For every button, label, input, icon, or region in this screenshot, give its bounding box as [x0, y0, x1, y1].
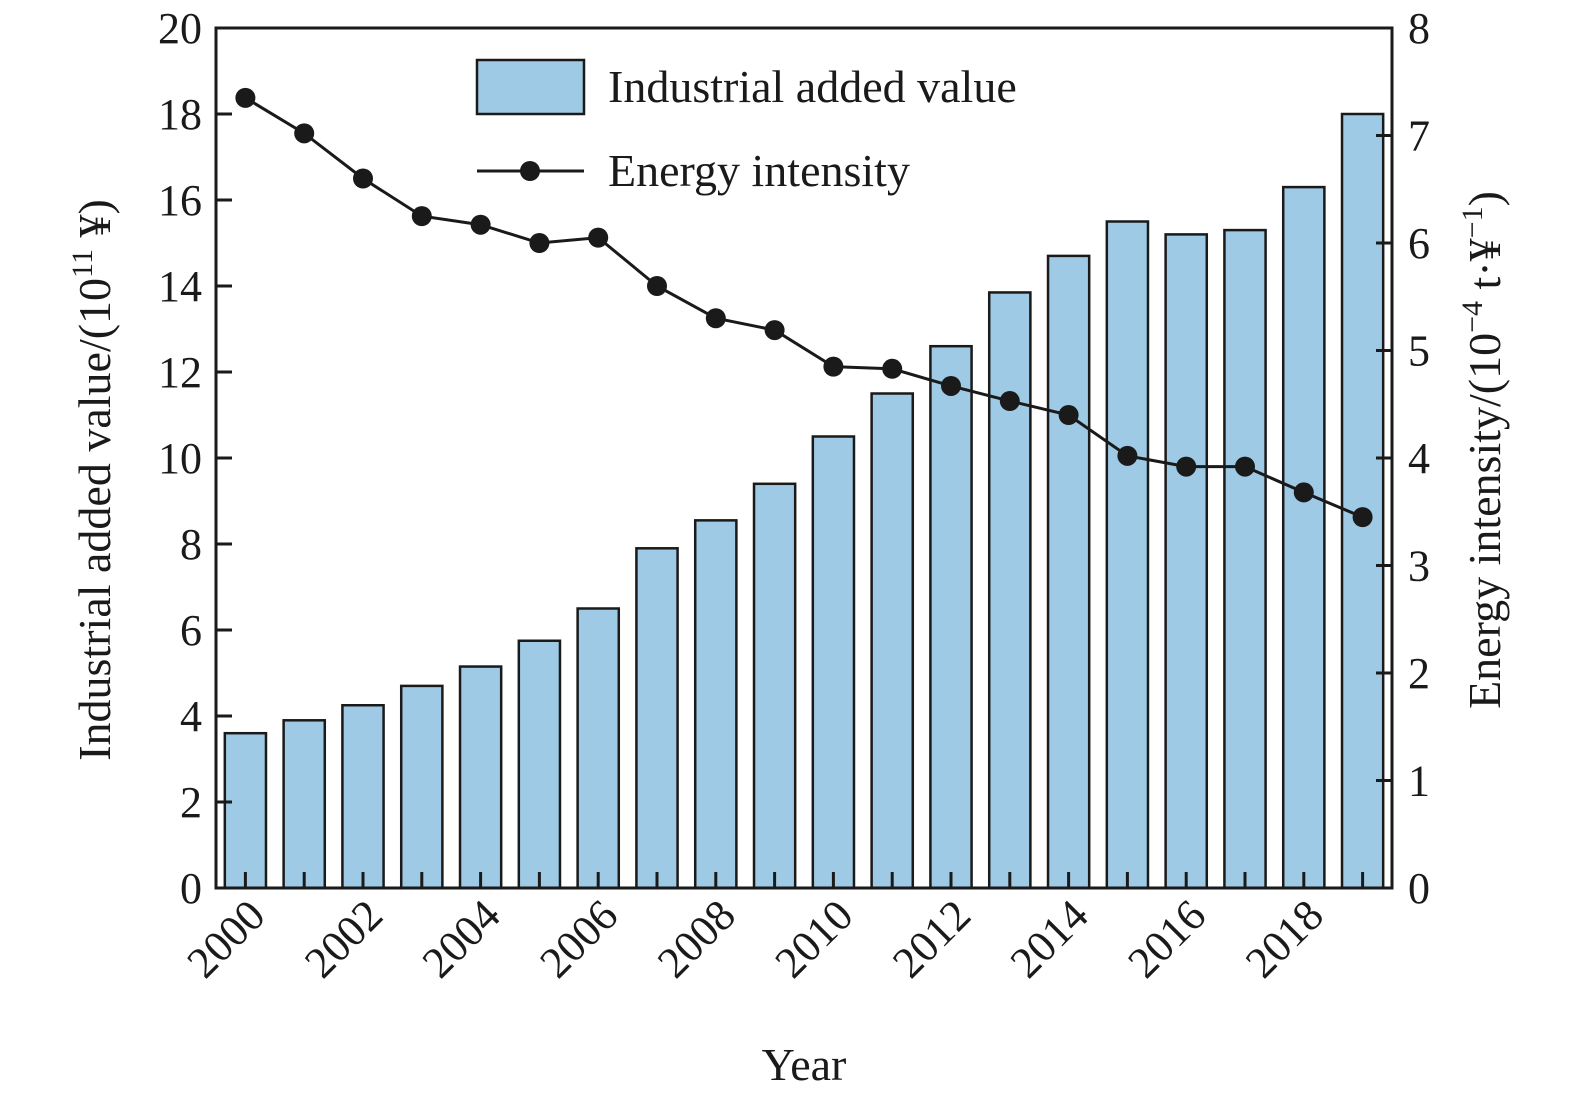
- bar-2014: [1046, 254, 1091, 890]
- bar-2009: [752, 482, 797, 890]
- left-tick-label: 6: [180, 606, 202, 655]
- left-axis: 0 2 4 6 8 10 12 14 16 18 20: [158, 4, 232, 913]
- left-tick-label: 16: [158, 176, 202, 225]
- point-2000: [235, 87, 256, 108]
- bar-2019: [1340, 112, 1385, 890]
- left-tick-label: 2: [180, 778, 202, 827]
- bar-2006: [576, 607, 621, 890]
- bar-2000: [223, 731, 268, 890]
- x-axis-title: Year: [762, 1039, 847, 1090]
- left-tick-label: 12: [158, 348, 202, 397]
- point-2012: [941, 375, 961, 396]
- bar-2002: [341, 704, 385, 890]
- point-2005: [529, 233, 550, 253]
- x-tick-label: 2018: [1236, 890, 1333, 987]
- point-2018: [1293, 482, 1314, 503]
- right-axis-title-exponent: −4: [1456, 301, 1489, 333]
- x-tick-label: 2014: [1001, 890, 1098, 987]
- bar-2007: [635, 547, 679, 890]
- left-tick-label: 0: [180, 864, 202, 913]
- point-2019: [1352, 507, 1373, 528]
- x-tick-label: 2012: [883, 890, 980, 987]
- point-2014: [1058, 405, 1079, 425]
- point-2007: [647, 276, 667, 296]
- legend-line-label: Energy intensity: [608, 145, 910, 196]
- legend: Industrial added value Energy intensity: [475, 58, 1017, 196]
- legend-bar-swatch: [475, 58, 586, 116]
- bar-2005: [517, 639, 562, 890]
- point-2013: [999, 391, 1020, 412]
- x-tick-label: 2008: [648, 890, 745, 987]
- right-tick-label: 7: [1408, 112, 1430, 161]
- x-tick-label: 2006: [530, 890, 627, 987]
- bar-2003: [399, 684, 444, 890]
- line-series: [235, 87, 1373, 528]
- point-2003: [411, 206, 432, 227]
- right-axis-title-close: ): [1459, 191, 1510, 206]
- x-tick-label: 2016: [1118, 890, 1215, 987]
- bar-2004: [458, 665, 503, 890]
- x-tick-label: 2004: [413, 890, 510, 987]
- right-tick-label: 8: [1408, 4, 1430, 53]
- legend-line-marker: [520, 161, 540, 181]
- bar-2016: [1164, 233, 1209, 890]
- right-tick-label: 4: [1408, 434, 1430, 483]
- point-2015: [1117, 445, 1138, 466]
- right-axis-title-unit-exponent: −1: [1456, 206, 1489, 238]
- bar-series: [223, 112, 1385, 890]
- left-tick-label: 20: [158, 4, 202, 53]
- left-axis-title-exponent: 11: [66, 249, 99, 278]
- point-2004: [470, 214, 491, 235]
- left-axis-title: Industrial added value/(1011 ¥): [66, 199, 120, 761]
- right-tick-label: 3: [1408, 542, 1430, 591]
- right-axis-title-unit: t·¥: [1459, 238, 1510, 301]
- right-tick-label: 0: [1408, 864, 1430, 913]
- left-tick-label: 8: [180, 520, 202, 569]
- right-tick-label: 2: [1408, 649, 1430, 698]
- left-axis-title-main: Industrial added value/(10: [69, 278, 120, 761]
- right-tick-label: 5: [1408, 327, 1430, 376]
- bar-2001: [282, 719, 327, 890]
- left-tick-label: 4: [180, 692, 202, 741]
- legend-bar-label: Industrial added value: [608, 61, 1017, 112]
- x-tick-label: 2010: [766, 890, 863, 987]
- point-2016: [1176, 456, 1197, 477]
- left-tick-label: 18: [158, 90, 202, 139]
- point-2010: [823, 356, 844, 377]
- right-tick-label: 1: [1408, 757, 1430, 806]
- point-2009: [764, 320, 785, 341]
- point-2017: [1235, 456, 1255, 477]
- right-axis-title: Energy intensity/(10−4 t·¥−1): [1456, 191, 1510, 709]
- bar-2013: [987, 291, 1032, 890]
- bar-2011: [870, 392, 915, 890]
- bar-2012: [929, 344, 973, 890]
- bar-2010: [811, 435, 856, 890]
- bar-2015: [1105, 220, 1150, 890]
- right-tick-label: 6: [1408, 219, 1430, 268]
- bar-2017: [1223, 228, 1267, 890]
- point-2001: [294, 123, 315, 144]
- bar-2018: [1281, 185, 1326, 890]
- left-tick-label: 10: [158, 434, 202, 483]
- point-2008: [705, 308, 726, 329]
- left-axis-title-unit: ¥): [69, 199, 120, 249]
- right-axis-title-main: Energy intensity/(10: [1459, 333, 1510, 709]
- left-tick-label: 14: [158, 262, 202, 311]
- right-axis: 0 1 2 3 4 5 6 7 8: [1376, 4, 1430, 913]
- x-tick-label: 2002: [295, 890, 392, 987]
- bar-2008: [693, 519, 738, 890]
- point-2006: [588, 227, 609, 248]
- point-2011: [882, 358, 903, 379]
- point-2002: [353, 168, 373, 189]
